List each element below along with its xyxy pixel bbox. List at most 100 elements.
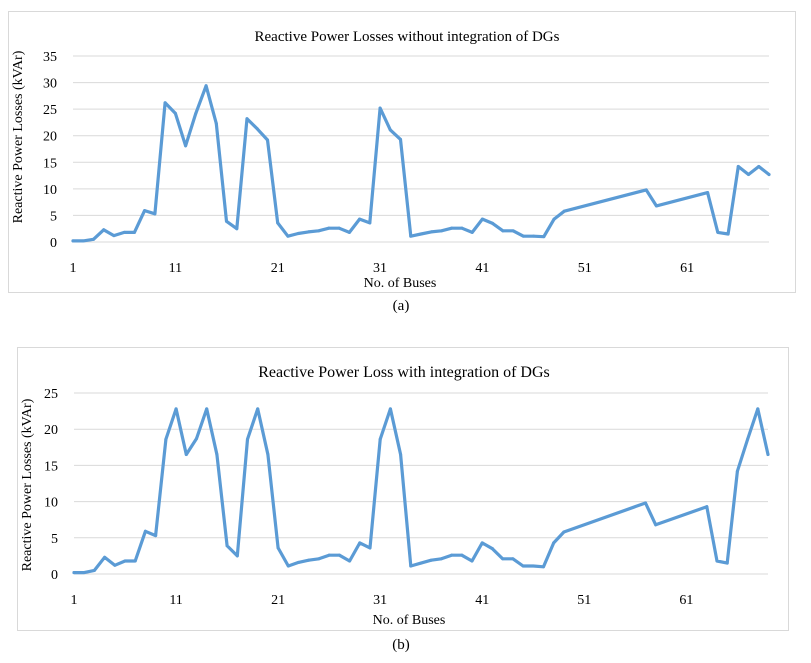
data-point (725, 561, 729, 565)
data-point (347, 230, 351, 234)
data-point (71, 239, 75, 243)
data-point (521, 234, 525, 238)
data-point (255, 127, 259, 131)
data-point (511, 557, 515, 561)
data-point (286, 564, 290, 568)
data-point (194, 111, 198, 115)
data-point (327, 553, 331, 557)
data-point (399, 453, 403, 457)
data-point (767, 173, 771, 177)
data-point (439, 229, 443, 233)
data-point (122, 230, 126, 234)
data-point (419, 232, 423, 236)
data-point (81, 239, 85, 243)
data-point (378, 106, 382, 110)
y-tick-label: 20 (43, 130, 57, 145)
data-point (276, 546, 280, 550)
data-point (532, 234, 536, 238)
x-tick-label: 51 (577, 593, 591, 608)
data-point (173, 111, 177, 115)
data-point (215, 453, 219, 457)
y-axis-label: Reactive Power Losses (kVAr) (11, 50, 26, 223)
data-point (174, 407, 178, 411)
y-tick-label: 30 (43, 77, 57, 92)
x-tick-label: 1 (71, 593, 78, 608)
y-tick-label: 5 (50, 209, 57, 224)
x-axis-label: No. of Buses (364, 276, 437, 291)
data-point (256, 407, 260, 411)
data-point (388, 407, 392, 411)
series-line (71, 84, 771, 243)
data-point (317, 229, 321, 233)
y-tick-label: 25 (43, 103, 57, 118)
data-point (470, 230, 474, 234)
data-point (726, 232, 730, 236)
y-tick-label: 5 (51, 532, 58, 547)
data-point (306, 230, 310, 234)
data-point (102, 228, 106, 232)
data-point (654, 204, 658, 208)
data-point (163, 101, 167, 105)
y-tick-label: 0 (51, 568, 58, 583)
data-point (409, 234, 413, 238)
data-point (358, 217, 362, 221)
data-point (317, 557, 321, 561)
data-point (368, 546, 372, 550)
series-line (72, 407, 770, 575)
data-point (735, 469, 739, 473)
y-tick-label: 35 (43, 50, 57, 65)
data-point (123, 559, 127, 563)
data-point (91, 237, 95, 241)
data-point (531, 564, 535, 568)
data-point (245, 117, 249, 121)
y-tick-label: 10 (44, 496, 58, 511)
x-tick-label: 61 (680, 261, 694, 276)
data-point (82, 571, 86, 575)
data-point (399, 137, 403, 141)
y-tick-label: 20 (44, 423, 58, 438)
chart-title: Reactive Power Losses without integratio… (255, 29, 560, 45)
data-point (552, 541, 556, 545)
data-point (705, 505, 709, 509)
x-tick-label: 21 (271, 261, 285, 276)
y-tick-label: 25 (44, 387, 58, 402)
data-point (746, 437, 750, 441)
data-point (225, 219, 229, 223)
data-point (214, 121, 218, 125)
data-point (562, 209, 566, 213)
x-tick-label: 41 (475, 593, 489, 608)
data-point (235, 554, 239, 558)
data-point (450, 226, 454, 230)
data-point (348, 559, 352, 563)
y-tick-label: 15 (44, 459, 58, 474)
data-point (460, 226, 464, 230)
data-point (552, 217, 556, 221)
data-point (205, 407, 209, 411)
data-point (419, 561, 423, 565)
data-point (480, 217, 484, 221)
data-point (542, 235, 546, 239)
data-point (154, 534, 158, 538)
x-tick-label: 41 (475, 261, 489, 276)
data-point (265, 138, 269, 142)
x-tick-label: 61 (679, 593, 693, 608)
data-point (511, 229, 515, 233)
data-point (337, 553, 341, 557)
data-point (388, 128, 392, 132)
data-point (378, 437, 382, 441)
data-point (225, 544, 229, 548)
y-tick-label: 10 (43, 183, 57, 198)
data-point (327, 226, 331, 230)
data-point (654, 523, 658, 527)
x-tick-label: 11 (169, 593, 182, 608)
data-point (112, 234, 116, 238)
data-point (368, 221, 372, 225)
chart-title: Reactive Power Loss with integration of … (258, 364, 550, 381)
data-point (358, 541, 362, 545)
data-point (541, 565, 545, 569)
chart-b-svg: Reactive Power Loss with integration of … (20, 364, 770, 628)
data-point (184, 453, 188, 457)
data-point (460, 553, 464, 557)
data-point (756, 407, 760, 411)
data-point (246, 437, 249, 441)
